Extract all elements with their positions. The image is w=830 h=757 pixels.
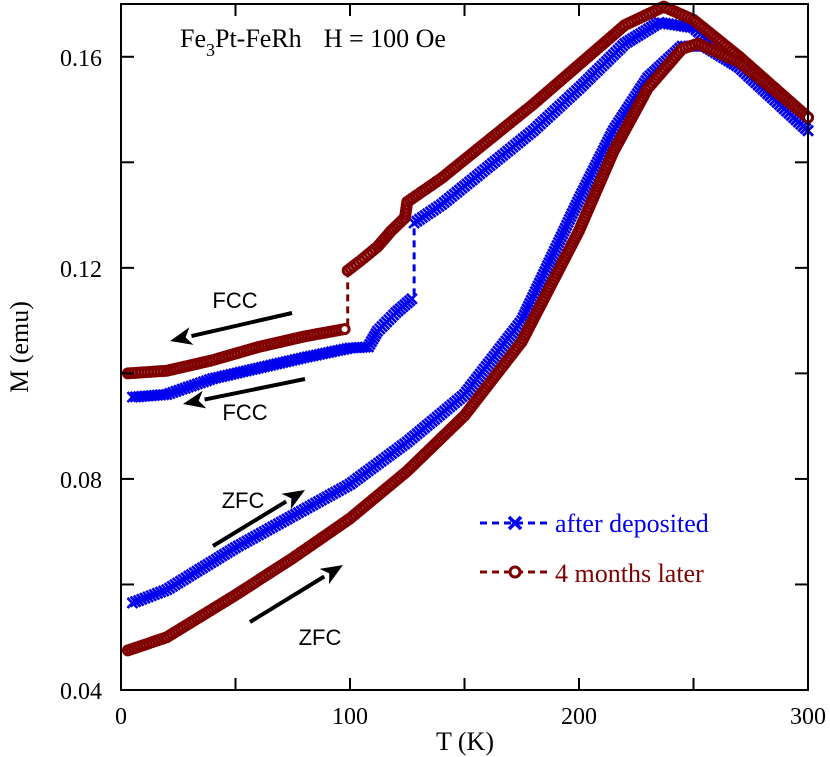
arrow-icon xyxy=(190,311,293,339)
x-axis-label: T (K) xyxy=(436,727,494,756)
legend-label-4-months-later: 4 months later xyxy=(555,559,704,588)
legend-item-after-deposited: after deposited xyxy=(480,509,709,538)
x-tick-label: 0 xyxy=(115,704,127,730)
series-layer xyxy=(121,0,814,657)
x-marker-icon xyxy=(507,515,523,531)
x-tick-label: 100 xyxy=(332,704,368,730)
arrow-icon xyxy=(211,499,288,548)
axis-ticks: 0 100 200 300 0.04 0.08 0.12 0.16 xyxy=(60,4,826,730)
annotation-zfc-3: ZFC xyxy=(248,565,343,650)
y-axis-label: M (emu) xyxy=(5,301,34,393)
y-tick-label: 0.04 xyxy=(60,679,102,705)
series-after-deposited-ZFC xyxy=(126,40,814,609)
y-tick-label: 0.08 xyxy=(60,468,102,494)
arrow-icon xyxy=(204,377,306,402)
chart-title: Fe3Pt-FeRh H = 100 Oe xyxy=(180,24,446,60)
arrowhead-icon xyxy=(319,565,343,585)
legend-item-4-months-later: 4 months later xyxy=(480,559,704,588)
annotation-label: FCC xyxy=(222,400,267,425)
y-tick-label: 0.16 xyxy=(60,46,102,72)
arrowhead-icon xyxy=(183,390,207,409)
annotation-fcc-0: FCC xyxy=(170,288,293,345)
x-tick-label: 300 xyxy=(790,704,826,730)
arrowhead-icon xyxy=(170,327,194,345)
annotations: FCC FCC ZFC ZFC xyxy=(170,288,343,650)
circle-marker-icon xyxy=(508,565,522,579)
annotation-zfc-2: ZFC xyxy=(211,488,305,548)
legend-label-after-deposited: after deposited xyxy=(555,509,709,538)
annotation-label: ZFC xyxy=(299,625,342,650)
arrow-icon xyxy=(248,574,326,624)
plot-frame xyxy=(120,3,809,691)
annotation-fcc-1: FCC xyxy=(183,377,306,425)
y-tick-label: 0.12 xyxy=(60,257,102,283)
annotation-label: ZFC xyxy=(222,488,265,513)
series-after-deposited-FC xyxy=(126,16,814,404)
x-tick-label: 200 xyxy=(561,704,597,730)
legend: after deposited 4 months later xyxy=(480,509,709,588)
arrowhead-icon xyxy=(281,490,305,510)
annotation-label: FCC xyxy=(212,288,257,313)
series-4-months-later-ZFC xyxy=(121,37,814,657)
